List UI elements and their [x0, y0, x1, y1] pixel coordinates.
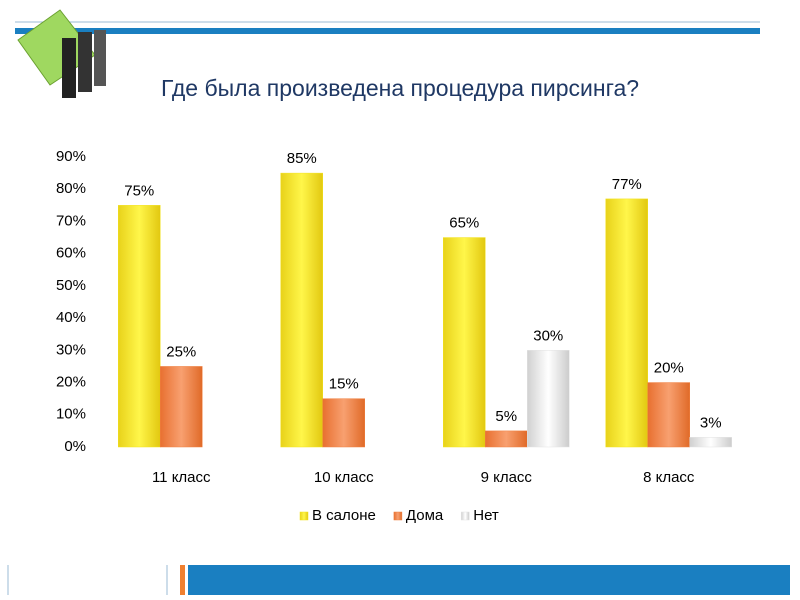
bar: [118, 205, 161, 448]
value-label: 3%: [700, 414, 722, 431]
top-bar: [15, 28, 760, 34]
value-label: 85%: [287, 150, 317, 167]
bar: [647, 382, 690, 448]
y-tick-label: 20%: [56, 374, 86, 391]
legend-label: В салоне: [312, 507, 376, 524]
y-tick-label: 60%: [56, 245, 86, 262]
bar: [322, 398, 365, 448]
legend-label: Дома: [406, 507, 444, 524]
y-tick-label: 40%: [56, 309, 86, 326]
legend-swatch: [460, 511, 470, 521]
footer-bar: [188, 565, 790, 595]
legend-swatch: [393, 511, 403, 521]
y-tick-label: 0%: [64, 438, 86, 455]
x-tick-label: 9 класс: [481, 469, 533, 486]
y-tick-label: 30%: [56, 341, 86, 358]
value-label: 15%: [329, 376, 359, 393]
value-label: 65%: [449, 215, 479, 232]
bar: [160, 366, 203, 448]
y-tick-label: 50%: [56, 277, 86, 294]
books-icon: [17, 9, 106, 98]
value-label: 30%: [533, 327, 563, 344]
y-tick-label: 90%: [56, 148, 86, 165]
value-label: 77%: [612, 176, 642, 193]
footer-accent: [180, 565, 185, 595]
bar: [527, 350, 570, 448]
x-tick-label: 8 класс: [643, 469, 695, 486]
bar: [485, 430, 528, 448]
bar: [689, 437, 732, 448]
value-label: 75%: [124, 182, 154, 199]
bar: [605, 198, 648, 448]
value-label: 5%: [495, 408, 517, 425]
x-tick-label: 11 класс: [152, 469, 211, 486]
x-tick-label: 10 класс: [314, 469, 374, 486]
y-tick-label: 70%: [56, 212, 86, 229]
y-tick-label: 80%: [56, 180, 86, 197]
y-tick-label: 10%: [56, 406, 86, 423]
legend-swatch: [299, 511, 309, 521]
bar: [280, 172, 323, 448]
value-label: 20%: [654, 360, 684, 377]
bar: [443, 237, 486, 448]
value-label: 25%: [166, 343, 196, 360]
legend-label: Нет: [473, 507, 499, 524]
chart-title: Где была произведена процедура пирсинга?: [161, 75, 639, 101]
